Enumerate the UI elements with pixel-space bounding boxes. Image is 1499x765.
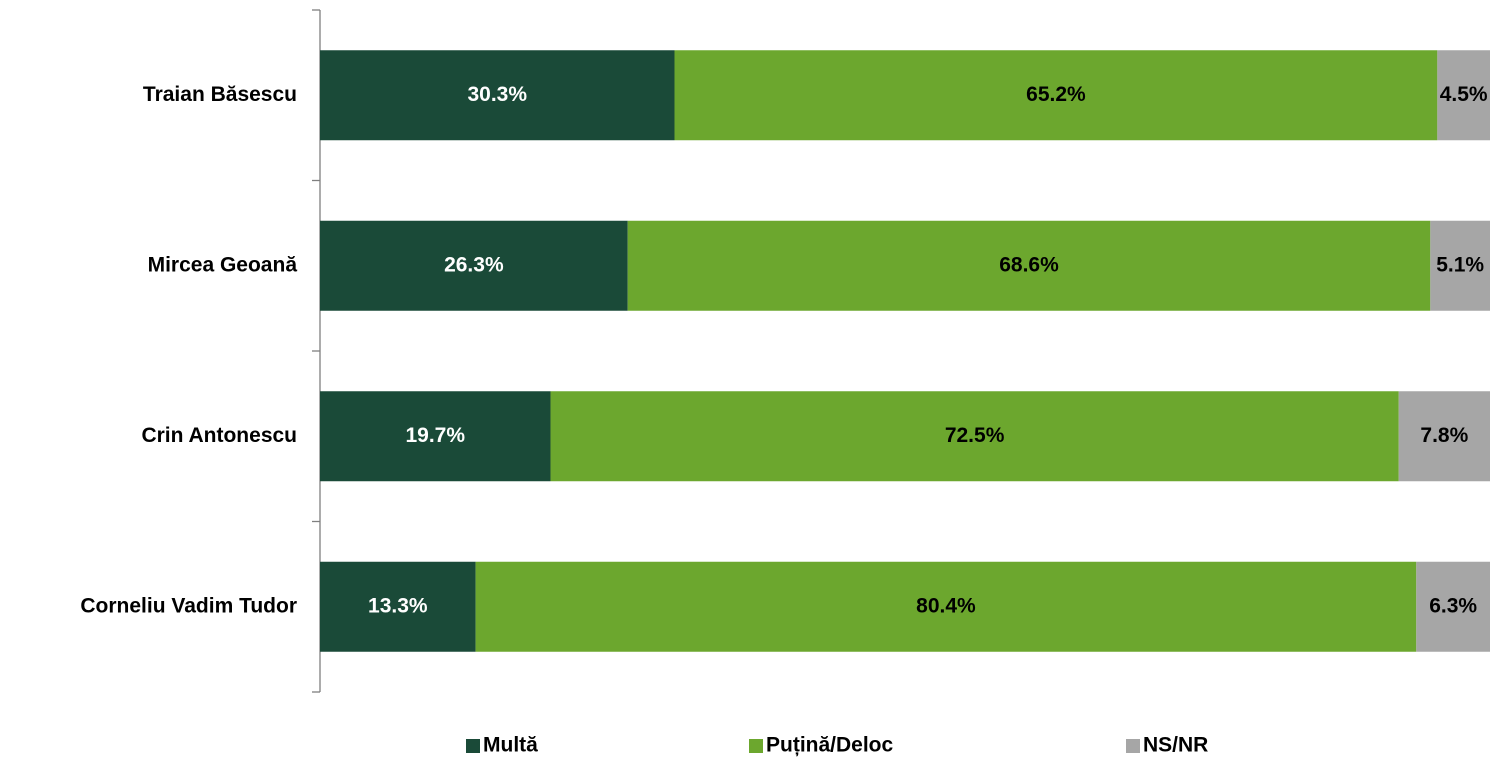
category-label: Traian Băsescu <box>143 83 297 106</box>
legend-swatch <box>749 739 763 753</box>
bar-segment <box>674 50 1438 141</box>
category-label: Corneliu Vadim Tudor <box>80 594 297 617</box>
category-label: Crin Antonescu <box>141 424 297 447</box>
value-label: 4.5% <box>1440 83 1488 106</box>
legend-swatch <box>466 739 480 753</box>
value-label: 19.7% <box>405 424 465 447</box>
bar-segment <box>1416 561 1490 652</box>
value-label: 5.1% <box>1436 253 1484 276</box>
bar-segment <box>1437 50 1490 141</box>
bar-segment <box>550 391 1399 482</box>
bar-segment <box>1430 220 1490 311</box>
bar-segment <box>475 561 1417 652</box>
value-label: 80.4% <box>916 594 976 617</box>
category-label: Mircea Geoană <box>148 253 298 276</box>
bar-segment <box>320 561 476 652</box>
bar-segment <box>1398 391 1490 482</box>
value-label: 72.5% <box>945 424 1005 447</box>
bar-segment <box>320 220 628 311</box>
value-label: 13.3% <box>368 594 428 617</box>
bar-segment <box>627 220 1431 311</box>
legend-label: Puțină/Deloc <box>766 734 894 757</box>
value-label: 30.3% <box>467 83 527 106</box>
bar-segment <box>320 391 551 482</box>
bar-segment <box>320 50 675 141</box>
legend-swatch <box>1126 739 1140 753</box>
legend-label: NS/NR <box>1143 734 1208 757</box>
value-label: 26.3% <box>444 253 504 276</box>
value-label: 65.2% <box>1026 83 1086 106</box>
legend-label: Multă <box>483 734 538 757</box>
value-label: 68.6% <box>999 253 1059 276</box>
value-label: 6.3% <box>1429 594 1477 617</box>
value-label: 7.8% <box>1420 424 1468 447</box>
